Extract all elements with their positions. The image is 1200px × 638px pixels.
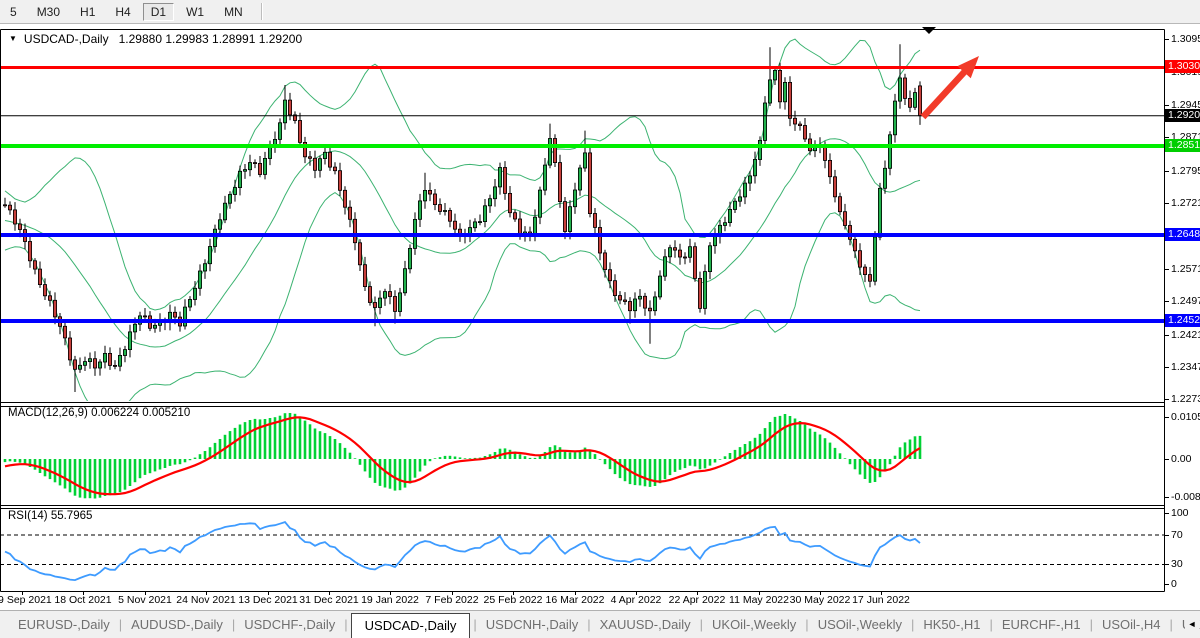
tab-separator: |	[587, 617, 591, 632]
tab-separator: |	[1169, 617, 1173, 632]
chart-tab-bar[interactable]: EURUSD-,Daily | AUDUSD-,Daily | USDCHF-,Dail…	[0, 610, 1200, 638]
timeframe-button-m30[interactable]: M30	[36, 4, 61, 19]
tab-scroll-left-icon[interactable]: ◄	[1185, 617, 1199, 631]
tab-separator: |	[989, 617, 993, 632]
timeframe-button-mn[interactable]: MN	[224, 4, 243, 19]
chart-symbol-header[interactable]: ▼ USDCAD-,Daily 1.29880 1.29983 1.28991 1.…	[9, 32, 302, 46]
tab-usdcnh-daily[interactable]: USDCNH-,Daily	[485, 617, 579, 632]
toolbar-separator	[260, 3, 262, 20]
timeframe-button-w1[interactable]: W1	[186, 4, 205, 19]
tab-usdcad-daily[interactable]: USDCAD-,Daily	[350, 613, 471, 638]
macd-signal-line	[4, 416, 921, 496]
tab-eurusd-daily[interactable]: EURUSD-,Daily	[18, 617, 110, 632]
timeframe-button-d1[interactable]: D1	[142, 2, 175, 21]
chart-menu-caret-icon[interactable]: ▼	[9, 34, 17, 43]
tab-separator: |	[699, 617, 704, 632]
tab-usoil-h4[interactable]: USOil-,H4	[1101, 617, 1161, 632]
tab-separator: |	[1089, 617, 1093, 632]
timeframe-button-h4[interactable]: H4	[115, 4, 131, 19]
tab-usoil-weekly[interactable]: USOil-,Weekly	[817, 617, 902, 632]
rsi-line	[4, 521, 921, 582]
macd-indicator-label: MACD(12,26,9) 0.006224 0.005210	[8, 407, 191, 419]
chart-shift-marker-icon	[922, 27, 936, 34]
tab-audusd-daily[interactable]: AUDUSD-,Daily	[131, 617, 223, 632]
chart-ohlc-quote: 1.29880 1.29983 1.28991 1.29200	[118, 32, 303, 46]
bollinger-bands	[4, 38, 921, 401]
tab-separator: |	[910, 617, 915, 632]
tab-eurchf-h1[interactable]: EURCHF-,H1	[1001, 617, 1081, 632]
chart-symbol-label: USDCAD-,Daily	[23, 32, 109, 46]
macd-histogram	[3, 413, 922, 499]
tab-hk50-h1[interactable]: HK50-,H1	[923, 617, 981, 632]
candlesticks	[3, 44, 923, 392]
tab-separator: |	[118, 617, 123, 632]
tab-separator: |	[231, 617, 236, 632]
tab-ukoil-weekly[interactable]: UKOil-,Weekly	[712, 617, 797, 632]
tab-separator: |	[473, 617, 477, 632]
timeframe-button-5[interactable]: 5	[10, 4, 17, 19]
tab-separator: |	[805, 617, 809, 632]
timeframe-toolbar[interactable]: 5 M30 H1 H4 D1 W1 MN	[0, 0, 1200, 24]
trend-arrow-head[interactable]	[957, 56, 979, 79]
tab-xauusd-daily[interactable]: XAUUSD-,Daily	[599, 617, 691, 632]
timeframe-button-h1[interactable]: H1	[80, 4, 96, 19]
trend-arrow[interactable]	[920, 65, 971, 120]
rsi-indicator-label: RSI(14) 55.7965	[8, 510, 93, 522]
tab-usdchf-daily[interactable]: USDCHF-,Daily	[244, 617, 336, 632]
tab-separator: |	[344, 617, 348, 632]
